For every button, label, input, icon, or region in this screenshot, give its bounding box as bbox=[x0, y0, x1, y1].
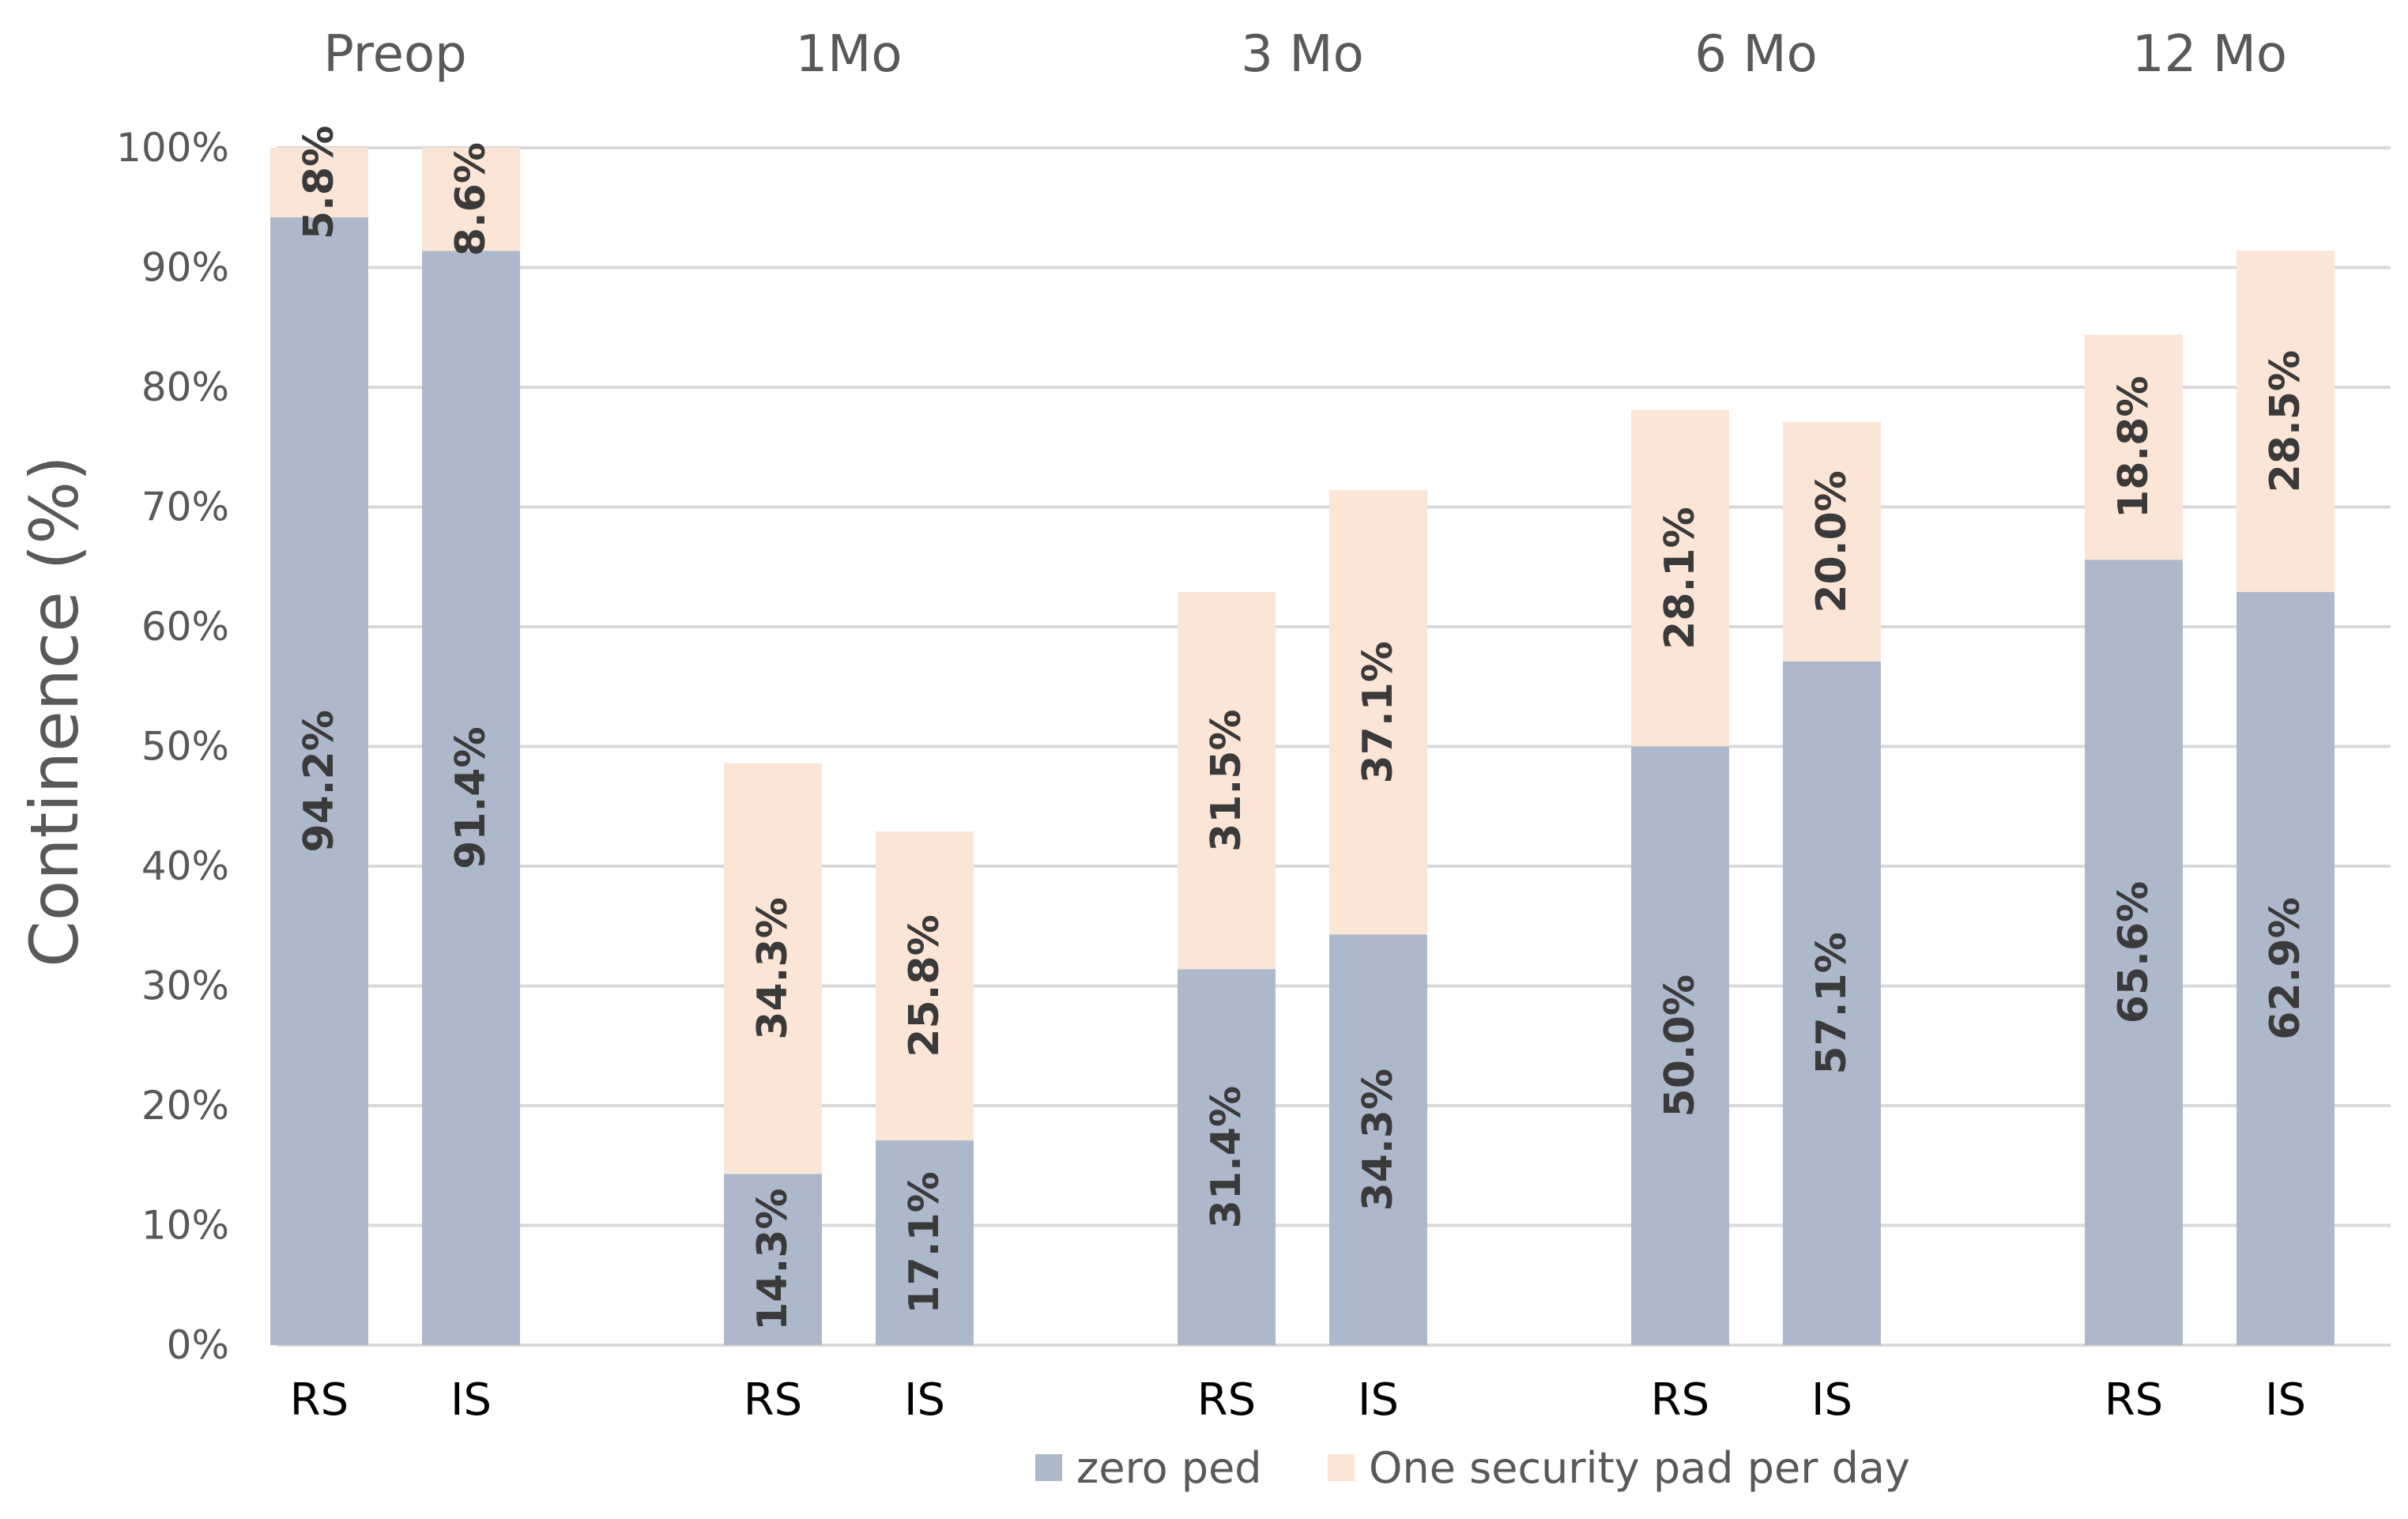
group-label: 12 Mo bbox=[2132, 25, 2287, 84]
data-label: 14.3% bbox=[749, 1188, 797, 1330]
data-label: 50.0% bbox=[1656, 974, 1704, 1117]
data-label: 94.2% bbox=[296, 710, 343, 852]
data-label: 31.5% bbox=[1203, 709, 1250, 851]
x-tick-label: RS bbox=[2105, 1374, 2163, 1426]
legend-label: zero ped bbox=[1076, 1443, 1262, 1493]
y-tick-label: 20% bbox=[141, 1083, 229, 1129]
y-tick-label: 100% bbox=[116, 125, 229, 171]
data-label: 37.1% bbox=[1355, 641, 1402, 783]
data-label: 17.1% bbox=[901, 1171, 948, 1314]
x-tick-label: RS bbox=[744, 1374, 802, 1426]
data-label: 5.8% bbox=[296, 126, 343, 239]
bar-segment-security-pad bbox=[2085, 334, 2183, 560]
y-axis-title: Continence (%) bbox=[16, 455, 93, 967]
y-tick-label: 90% bbox=[141, 245, 229, 291]
bars bbox=[270, 148, 2335, 1345]
x-axis-labels: RS IS RS IS RS IS RS IS RS IS bbox=[290, 1374, 2306, 1426]
y-tick-label: 50% bbox=[141, 724, 229, 770]
data-label: 8.6% bbox=[447, 142, 495, 256]
group-label: 6 Mo bbox=[1694, 25, 1817, 84]
bar-segment-zero-ped bbox=[2085, 560, 2183, 1345]
data-label: 65.6% bbox=[2110, 881, 2157, 1023]
data-label: 34.3% bbox=[749, 897, 797, 1039]
bar-segment-security-pad bbox=[422, 148, 520, 251]
y-tick-label: 10% bbox=[141, 1203, 229, 1249]
bar-segment-zero-ped bbox=[2237, 592, 2335, 1345]
bar-segment-zero-ped bbox=[1329, 934, 1427, 1345]
legend-swatch bbox=[1035, 1454, 1062, 1481]
y-tick-label: 30% bbox=[141, 963, 229, 1009]
data-label: 28.1% bbox=[1656, 507, 1704, 649]
y-tick-label: 80% bbox=[141, 364, 229, 410]
x-tick-label: IS bbox=[450, 1374, 492, 1426]
group-label: Preop bbox=[323, 25, 467, 84]
x-tick-label: IS bbox=[2265, 1374, 2306, 1426]
x-tick-label: IS bbox=[904, 1374, 945, 1426]
data-label: 34.3% bbox=[1355, 1069, 1402, 1211]
bar-segment-security-pad bbox=[876, 831, 974, 1140]
data-label: 28.5% bbox=[2262, 350, 2309, 492]
x-tick-label: RS bbox=[1197, 1374, 1256, 1426]
bar-segment-zero-ped bbox=[422, 251, 520, 1345]
data-label: 31.4% bbox=[1203, 1086, 1250, 1228]
bar-segment-zero-ped bbox=[724, 1174, 822, 1345]
y-axis-ticks: 0% 10% 20% 30% 40% 50% 60% 70% 80% 90% 100% bbox=[116, 125, 229, 1368]
bar-segment-security-pad bbox=[2237, 251, 2335, 593]
group-labels: Preop 1Mo 3 Mo 6 Mo 12 Mo bbox=[323, 25, 2287, 84]
bar-segment-security-pad bbox=[270, 148, 368, 217]
data-label: 62.9% bbox=[2262, 897, 2309, 1039]
y-tick-label: 70% bbox=[141, 484, 229, 530]
data-label: 25.8% bbox=[901, 914, 948, 1057]
data-label: 91.4% bbox=[447, 726, 495, 869]
data-label: 18.8% bbox=[2110, 376, 2157, 518]
data-labels: 94.2% 5.8% 91.4% 8.6% 14.3% 34.3% 17.1% 25.8% 31… bbox=[296, 126, 2309, 1331]
bar-segment-security-pad bbox=[1783, 421, 1881, 662]
legend-label: One security pad per day bbox=[1369, 1443, 1910, 1493]
y-tick-label: 40% bbox=[141, 843, 229, 889]
y-tick-label: 60% bbox=[141, 604, 229, 650]
legend: zero ped One security pad per day bbox=[1035, 1443, 1910, 1493]
x-tick-label: IS bbox=[1358, 1374, 1399, 1426]
bar-segment-zero-ped bbox=[1631, 746, 1729, 1345]
data-label: 57.1% bbox=[1808, 932, 1856, 1074]
x-tick-label: IS bbox=[1811, 1374, 1852, 1426]
bar-segment-zero-ped bbox=[270, 217, 368, 1345]
bar-segment-security-pad bbox=[1329, 490, 1427, 935]
bar-segment-security-pad bbox=[1178, 592, 1276, 970]
bar-segment-zero-ped bbox=[876, 1140, 974, 1345]
group-label: 1Mo bbox=[795, 25, 902, 84]
group-label: 3 Mo bbox=[1241, 25, 1363, 84]
data-label: 20.0% bbox=[1808, 470, 1856, 612]
bar-segment-security-pad bbox=[1631, 409, 1729, 747]
x-tick-label: RS bbox=[290, 1374, 349, 1426]
x-tick-label: RS bbox=[1651, 1374, 1709, 1426]
bar-segment-zero-ped bbox=[1783, 661, 1881, 1345]
y-tick-label: 0% bbox=[167, 1322, 229, 1368]
bar-segment-zero-ped bbox=[1178, 969, 1276, 1345]
legend-swatch bbox=[1328, 1454, 1355, 1481]
bar-segment-security-pad bbox=[724, 763, 822, 1174]
